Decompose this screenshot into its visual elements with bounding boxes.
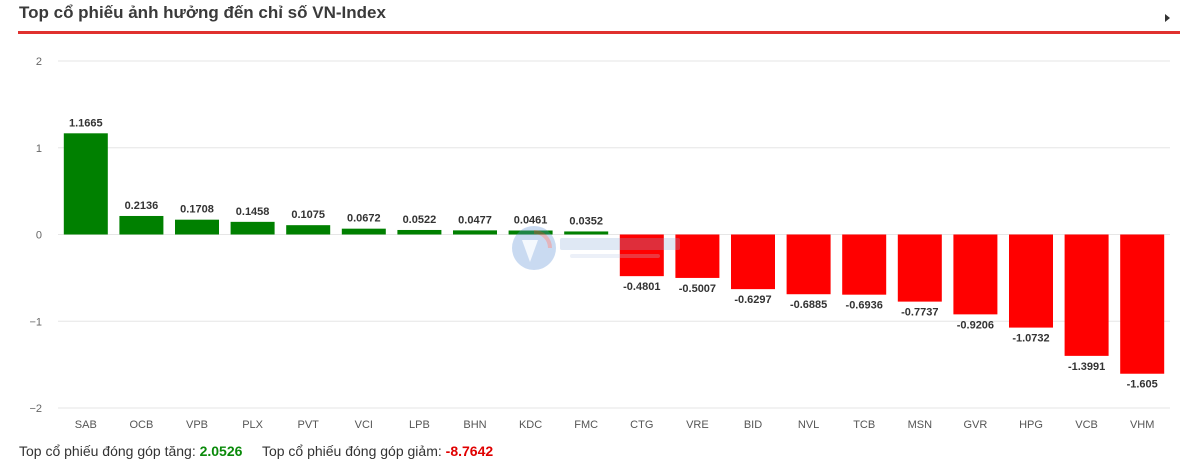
bar-sab[interactable] [63,133,108,235]
y-tick-label: 0 [36,230,42,242]
bar-vpb[interactable] [175,219,219,235]
data-label: 0.2136 [125,200,159,212]
data-label: -0.9206 [957,319,994,331]
y-tick-label: −1 [29,316,42,328]
data-label: 0.1458 [236,206,270,218]
bar-tcb[interactable] [842,234,887,295]
bar-chart: 2 1 0 −1 −2 1.1665 0.2136 0.1708 0.1458 0.1075 0.… [29,56,1170,431]
x-tick-label: VHM [1130,419,1154,431]
bar-vci[interactable] [341,228,386,235]
data-label: 0.0477 [458,214,492,226]
bar-fmc[interactable] [564,231,609,235]
data-label: 0.0461 [514,215,548,227]
x-tick-label: TCB [853,419,875,431]
y-axis-ticks: 2 1 0 −1 −2 [29,56,42,415]
data-label: -0.6885 [790,299,827,311]
bar-lpb[interactable] [397,229,442,235]
bar-nvl[interactable] [786,234,831,295]
data-label: -0.5007 [679,283,716,295]
data-label: 0.0522 [403,214,437,226]
x-tick-label: FMC [574,419,598,431]
increase-label: Top cổ phiếu đóng góp tăng: [19,443,196,459]
x-axis-labels: SAB OCB VPB PLX PVT VCI LPB BHN KDC FMC CTG VRE BID N… [75,419,1155,431]
data-label: 0.1708 [180,204,214,216]
x-tick-label: GVR [963,419,987,431]
bar-bid[interactable] [731,234,775,290]
bar-vre[interactable] [675,234,720,278]
x-tick-label: BHN [463,419,486,431]
data-label: 0.0352 [569,215,603,227]
bar-vhm[interactable] [1120,234,1165,374]
x-tick-label: OCB [129,419,153,431]
x-tick-label: VCI [355,419,373,431]
data-label: 0.1075 [291,209,325,221]
x-tick-label: LPB [409,419,430,431]
x-tick-label: VCB [1075,419,1098,431]
bars [63,133,1165,374]
chart-header: Top cổ phiếu ảnh hưởng đến chỉ số VN-Ind… [18,0,1180,34]
data-label: -0.6297 [734,294,771,306]
data-label: 0.0672 [347,213,381,225]
bar-gvr[interactable] [953,234,998,315]
x-tick-label: HPG [1019,419,1043,431]
decrease-label: Top cổ phiếu đóng góp giảm: [261,443,442,459]
y-tick-label: −2 [29,403,42,415]
increase-value: 2.0526 [199,443,243,459]
bar-hpg[interactable] [1009,234,1053,328]
bar-msn[interactable] [897,234,942,302]
data-label: 1.1665 [69,117,103,129]
x-tick-label: PVT [297,419,319,431]
data-label: -1.605 [1127,379,1158,391]
x-tick-label: MSN [908,419,933,431]
decrease-value: -8.7642 [445,443,494,459]
x-tick-label: BID [744,419,762,431]
bar-plx[interactable] [230,221,275,235]
x-tick-label: SAB [75,419,97,431]
arrow-right-icon[interactable] [1165,14,1170,22]
bar-ctg[interactable] [619,234,664,277]
data-label: -0.4801 [623,281,660,293]
x-tick-label: KDC [519,419,542,431]
data-label: -1.0732 [1012,333,1049,345]
chart-title: Top cổ phiếu ảnh hưởng đến chỉ số VN-Ind… [19,3,386,22]
grid-lines [58,60,1170,409]
y-tick-label: 1 [36,143,42,155]
bar-kdc[interactable] [508,230,553,235]
x-tick-label: PLX [242,419,263,431]
x-tick-label: VPB [186,419,208,431]
x-tick-label: VRE [686,419,709,431]
bar-ocb[interactable] [119,215,164,235]
data-labels: 1.1665 0.2136 0.1708 0.1458 0.1075 0.0672 0.05… [69,117,1158,390]
data-label: -0.6936 [846,300,883,312]
x-tick-label: NVL [798,419,819,431]
x-tick-label: CTG [630,419,653,431]
bar-pvt[interactable] [286,225,331,235]
y-tick-label: 2 [36,56,42,68]
bar-vcb[interactable] [1064,234,1109,356]
summary-footer: Top cổ phiếu đóng góp tăng: 2.0526 Top c… [19,443,493,459]
data-label: -1.3991 [1068,361,1105,373]
data-label: -0.7737 [901,307,938,319]
bar-bhn[interactable] [453,230,497,235]
